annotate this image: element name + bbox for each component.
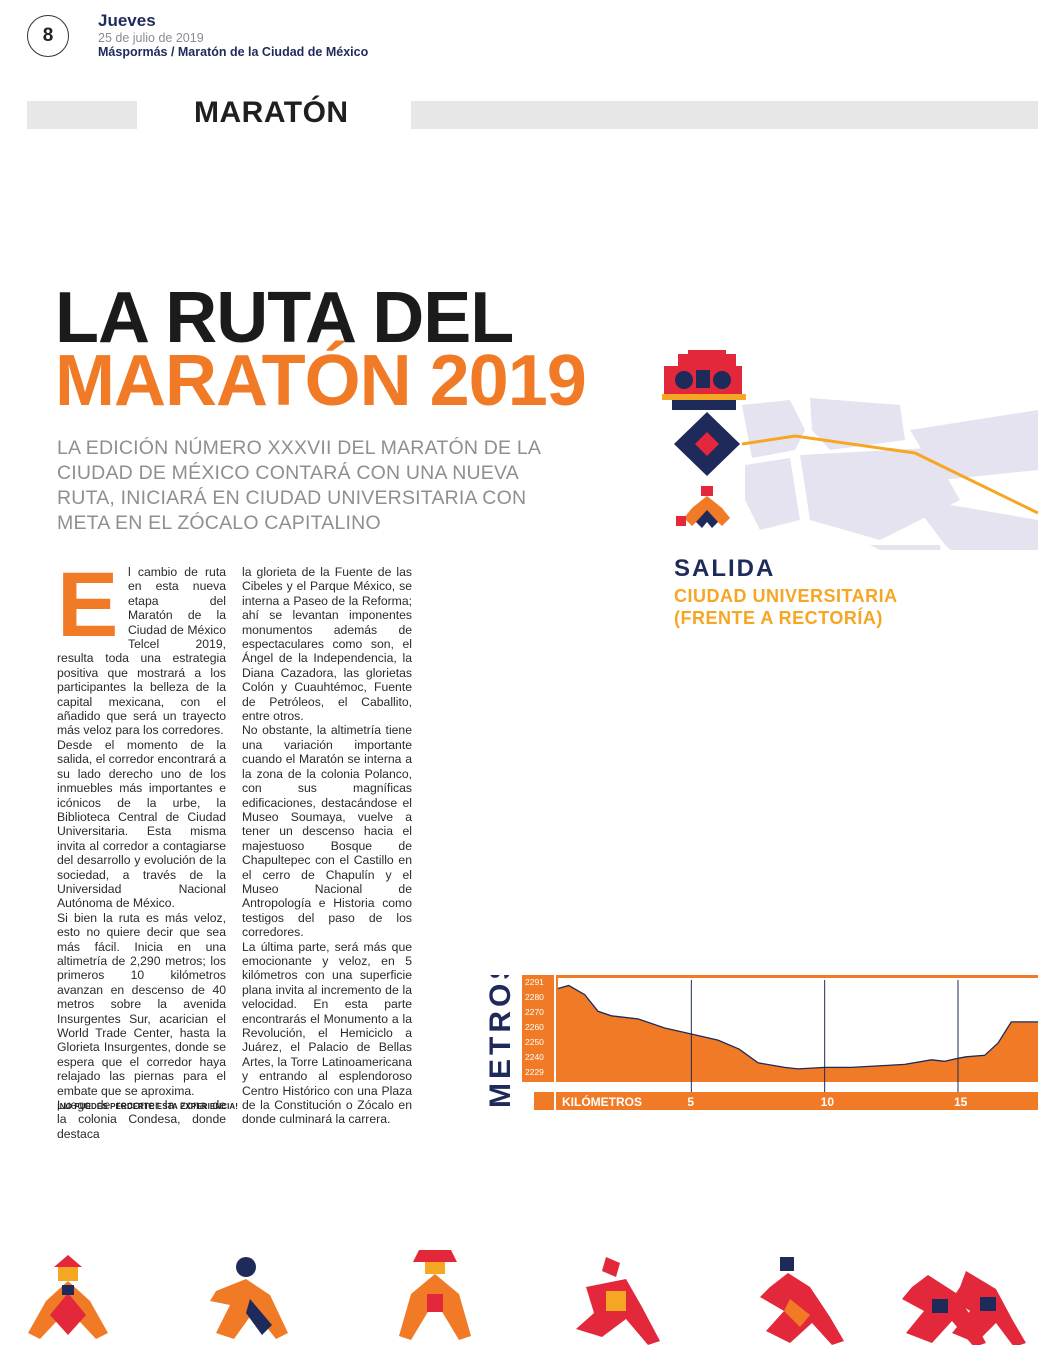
diamond-icon <box>674 412 740 476</box>
article-title-line1: LA RUTA DEL <box>55 278 514 358</box>
article-tagline: ¡NO PUEDES PERDERTE ESTA EXPERIENCIA! <box>57 1102 239 1111</box>
route-line <box>741 434 1038 515</box>
runner-icons-row <box>28 1250 1026 1345</box>
runner-icon-2 <box>210 1257 288 1339</box>
chart-ytick-label: 2280 <box>525 992 544 1002</box>
header-section-path[interactable]: Máspormás / Maratón de la Ciudad de Méxi… <box>98 45 369 59</box>
article-subtitle: LA EDICIÓN NÚMERO XXXVII DEL MARATÓN DE … <box>57 437 541 534</box>
chart-area-mask <box>558 978 1038 1069</box>
chart-profile-line <box>557 984 1038 1070</box>
paragraph: No obstante, la altimetría tiene una var… <box>242 723 412 940</box>
paragraph: Desde el momento de la salida, el corred… <box>57 737 226 911</box>
page-number: 8 <box>27 15 69 57</box>
chart-ylabel: METROS <box>484 975 517 1108</box>
map-blocks <box>742 398 1038 550</box>
drop-cap: E <box>57 554 119 656</box>
section-title: MARATÓN <box>194 96 349 129</box>
header-date: 25 de julio de 2019 <box>98 31 204 45</box>
chart-xlabel: KILÓMETROS <box>562 1094 642 1109</box>
article-column-2: la glorieta de la Fuente de las Cibeles … <box>242 565 412 1127</box>
section-bar-left <box>27 101 137 129</box>
chart-ytick-label: 2270 <box>525 1007 544 1017</box>
chart-ytick-bar <box>522 975 554 1082</box>
paragraph: Si bien la ruta es más veloz, esto no qu… <box>57 910 226 1098</box>
map-place-line2: (FRENTE A RECTORÍA) <box>674 608 883 628</box>
chart-ytick-label: 2240 <box>525 1052 544 1062</box>
runner-icon-6 <box>902 1271 1026 1345</box>
runner-icon-4 <box>576 1257 660 1345</box>
header-day: Jueves <box>98 11 156 30</box>
map-place-line1: CIUDAD UNIVERSITARIA <box>674 586 898 606</box>
runner-icon-5 <box>760 1257 844 1345</box>
paragraph: La última parte, será más que emocionant… <box>242 939 412 1127</box>
runner-icon-3 <box>399 1250 471 1340</box>
section-bar-right <box>411 101 1038 129</box>
map-start-label: SALIDA <box>674 555 776 582</box>
article-title-line2: MARATÓN 2019 <box>55 341 587 421</box>
chart-ytick-label: 2229 <box>525 1067 544 1077</box>
chart-xaxis-bar <box>556 1092 1038 1110</box>
chart-x-ticks: 5 10 15 <box>687 1095 967 1109</box>
route-map <box>662 350 1038 550</box>
chart-xtick-label: 15 <box>954 1095 968 1109</box>
chart-xtick-label: 5 <box>687 1095 694 1109</box>
article-column-1: E l cambio de ruta en esta nueva etapa d… <box>57 554 226 1141</box>
paragraph: la glorieta de la Fuente de las Cibeles … <box>242 565 412 724</box>
paragraph: Luego de recorrer la zona de la colonia … <box>57 1098 226 1141</box>
pyramid-icon <box>662 350 746 410</box>
chart-xtick-label: 10 <box>821 1095 835 1109</box>
runner-icon-map <box>676 486 730 528</box>
chart-ytick-label: 2291 <box>525 977 544 987</box>
chart-grid <box>690 980 959 1110</box>
chart-xaxis-leftbar <box>534 1092 554 1110</box>
runner-icon-1 <box>28 1255 108 1339</box>
chart-ytick-label: 2250 <box>525 1037 544 1047</box>
chart-y-ticks: 2291 2280 2270 2260 2250 2240 2229 <box>525 977 544 1077</box>
chart-ylabel-text: METROS <box>484 975 517 1108</box>
chart-ytick-label: 2260 <box>525 1022 544 1032</box>
paragraph: l cambio de ruta en esta nueva etapa del… <box>57 565 226 738</box>
